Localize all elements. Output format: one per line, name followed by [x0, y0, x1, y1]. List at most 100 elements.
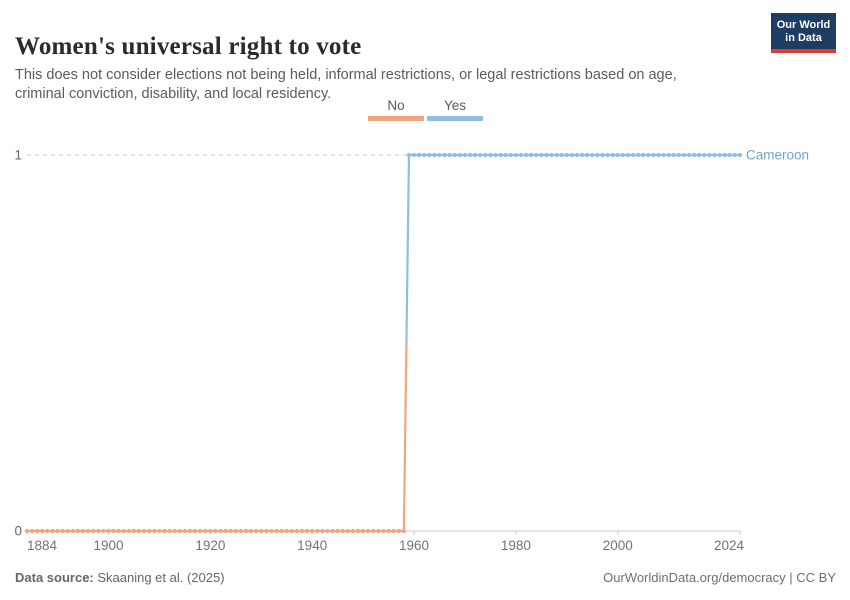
data-point[interactable]: [666, 152, 671, 158]
data-point[interactable]: [152, 528, 157, 534]
data-point[interactable]: [722, 152, 727, 158]
data-point[interactable]: [75, 528, 81, 534]
owid-logo[interactable]: Our World in Data: [771, 13, 836, 53]
data-point[interactable]: [534, 152, 539, 158]
data-point[interactable]: [284, 528, 289, 534]
data-point[interactable]: [238, 528, 243, 534]
data-point[interactable]: [447, 152, 452, 158]
data-point[interactable]: [294, 528, 300, 534]
data-point[interactable]: [661, 152, 666, 158]
data-point[interactable]: [503, 152, 508, 158]
data-point[interactable]: [172, 528, 177, 534]
data-point[interactable]: [692, 152, 697, 158]
data-point[interactable]: [187, 528, 193, 534]
data-point[interactable]: [218, 528, 223, 534]
data-point[interactable]: [147, 528, 152, 534]
data-point[interactable]: [299, 528, 305, 534]
data-point[interactable]: [320, 528, 325, 534]
data-point[interactable]: [86, 528, 91, 534]
data-point[interactable]: [91, 528, 96, 534]
data-point[interactable]: [478, 152, 483, 158]
data-point[interactable]: [727, 152, 732, 158]
data-point[interactable]: [391, 528, 396, 534]
data-point[interactable]: [182, 528, 187, 534]
data-point[interactable]: [55, 528, 60, 534]
data-point[interactable]: [580, 152, 585, 158]
data-point[interactable]: [732, 152, 738, 158]
data-point[interactable]: [60, 528, 65, 534]
data-point[interactable]: [437, 152, 442, 158]
data-point[interactable]: [636, 152, 641, 158]
data-point[interactable]: [386, 528, 391, 534]
data-point[interactable]: [192, 528, 198, 534]
data-point[interactable]: [96, 528, 101, 534]
data-point[interactable]: [651, 152, 656, 158]
legend-item-no[interactable]: No: [368, 98, 424, 121]
data-point[interactable]: [625, 152, 631, 158]
data-point[interactable]: [646, 152, 651, 158]
data-point[interactable]: [330, 528, 335, 534]
data-point[interactable]: [641, 152, 646, 158]
data-point[interactable]: [620, 152, 625, 158]
data-point[interactable]: [254, 528, 259, 534]
data-point[interactable]: [213, 528, 218, 534]
data-point[interactable]: [243, 528, 249, 534]
data-point[interactable]: [279, 528, 284, 534]
data-point[interactable]: [544, 152, 549, 158]
data-point[interactable]: [198, 528, 203, 534]
data-point[interactable]: [24, 528, 30, 534]
data-point[interactable]: [121, 528, 126, 534]
data-point[interactable]: [80, 528, 86, 534]
data-point[interactable]: [233, 528, 238, 534]
data-point[interactable]: [554, 152, 559, 158]
data-point[interactable]: [452, 152, 457, 158]
data-point[interactable]: [340, 528, 345, 534]
data-point[interactable]: [40, 528, 45, 534]
data-point[interactable]: [483, 152, 488, 158]
data-point[interactable]: [162, 528, 167, 534]
data-point[interactable]: [228, 528, 233, 534]
data-point[interactable]: [106, 528, 111, 534]
data-point[interactable]: [35, 528, 40, 534]
data-point[interactable]: [335, 528, 340, 534]
data-point[interactable]: [310, 528, 315, 534]
data-point[interactable]: [422, 152, 427, 158]
data-point[interactable]: [442, 152, 447, 158]
data-point[interactable]: [457, 152, 462, 158]
data-point[interactable]: [498, 152, 503, 158]
data-source-text[interactable]: Skaaning et al. (2025): [93, 570, 225, 585]
data-point[interactable]: [345, 528, 350, 534]
data-point[interactable]: [473, 152, 478, 158]
data-point[interactable]: [203, 528, 208, 534]
data-point[interactable]: [371, 528, 376, 534]
data-point[interactable]: [518, 152, 524, 158]
data-point[interactable]: [325, 528, 330, 534]
data-point[interactable]: [366, 528, 371, 534]
data-point[interactable]: [29, 528, 35, 534]
data-point[interactable]: [600, 152, 605, 158]
data-point[interactable]: [142, 528, 147, 534]
data-point[interactable]: [508, 152, 513, 158]
data-point[interactable]: [259, 528, 264, 534]
data-point[interactable]: [355, 528, 361, 534]
data-point[interactable]: [585, 152, 590, 158]
data-point[interactable]: [702, 152, 707, 158]
data-point[interactable]: [524, 152, 529, 158]
data-point[interactable]: [717, 152, 722, 158]
data-point[interactable]: [615, 152, 620, 158]
data-point[interactable]: [264, 528, 269, 534]
data-point[interactable]: [111, 528, 116, 534]
data-point[interactable]: [136, 528, 142, 534]
data-point[interactable]: [686, 152, 692, 158]
data-point[interactable]: [574, 152, 580, 158]
data-point[interactable]: [167, 528, 172, 534]
data-point[interactable]: [131, 528, 137, 534]
data-point[interactable]: [697, 152, 702, 158]
data-point[interactable]: [417, 152, 422, 158]
data-point[interactable]: [361, 528, 366, 534]
data-point[interactable]: [671, 152, 676, 158]
data-point[interactable]: [208, 528, 213, 534]
data-point[interactable]: [549, 152, 554, 158]
data-point[interactable]: [116, 528, 121, 534]
data-point[interactable]: [289, 528, 294, 534]
